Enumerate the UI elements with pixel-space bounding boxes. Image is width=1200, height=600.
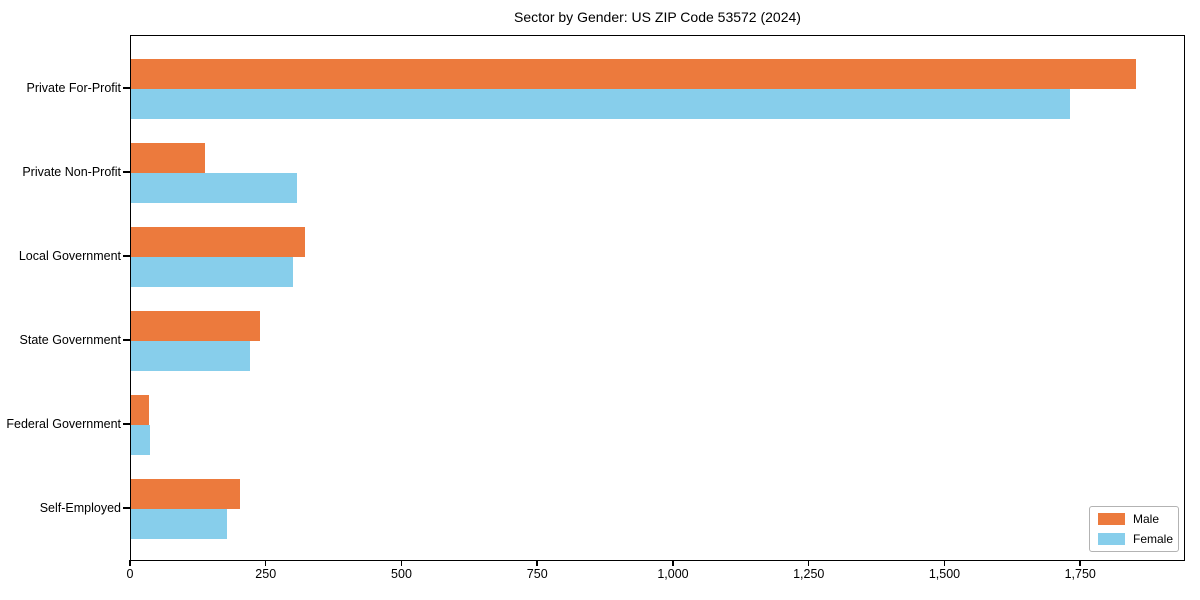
y-axis-category-label: Private Non-Profit <box>22 165 121 179</box>
x-axis-tick-label: 1,250 <box>793 567 825 581</box>
bar-female-0 <box>131 89 1070 119</box>
bar-male-0 <box>131 59 1136 89</box>
y-axis-tick-mark <box>123 255 130 257</box>
legend-row-male: Male <box>1098 513 1170 525</box>
bar-female-4 <box>131 425 150 455</box>
y-axis-category-label: Private For-Profit <box>26 81 121 95</box>
plot-area <box>130 35 1185 561</box>
y-axis-tick-mark <box>123 507 130 509</box>
x-axis-tick-label: 250 <box>255 567 277 581</box>
y-axis-tick-mark <box>123 87 130 89</box>
x-axis-tick-mark <box>129 560 131 566</box>
legend-row-female: Female <box>1098 532 1174 546</box>
bar-male-1 <box>131 143 205 173</box>
y-axis-category-label: Federal Government <box>6 417 121 431</box>
female-series-swatch <box>1098 533 1125 545</box>
x-axis-tick-mark <box>264 560 267 566</box>
x-axis-tick-label: 1,750 <box>1064 567 1096 581</box>
x-axis-tick-mark <box>536 560 538 566</box>
chart-title: Sector by Gender: US ZIP Code 53572 (202… <box>514 9 801 25</box>
legend-label-female: Female <box>1133 532 1174 546</box>
y-axis-category-label: Self-Employed <box>39 501 121 515</box>
y-axis-tick-mark <box>123 171 130 173</box>
x-axis-tick-mark <box>672 560 674 566</box>
x-axis-tick-label: 750 <box>526 567 548 581</box>
bar-male-3 <box>131 311 260 341</box>
legend-label-male: Male <box>1133 512 1160 526</box>
bar-male-5 <box>131 479 240 509</box>
bar-female-3 <box>131 341 250 371</box>
bar-female-2 <box>131 257 293 287</box>
x-axis-tick-label: 500 <box>391 567 412 581</box>
y-axis-category-label: State Government <box>19 333 121 347</box>
x-axis-tick-mark <box>400 560 403 566</box>
y-axis-category-label: Local Government <box>18 249 121 263</box>
x-axis-tick-mark <box>943 560 946 566</box>
x-axis-tick-label: 0 <box>126 567 134 581</box>
male-series-swatch <box>1098 513 1125 525</box>
x-axis-tick-mark <box>807 560 810 566</box>
y-axis-tick-mark <box>123 423 130 425</box>
x-axis-tick-label: 1,000 <box>657 567 689 581</box>
x-axis-tick-label: 1,500 <box>928 567 961 581</box>
bar-female-5 <box>131 509 227 539</box>
x-axis-tick-mark <box>1079 560 1081 566</box>
bar-male-4 <box>131 395 149 425</box>
bar-female-1 <box>131 173 297 203</box>
legend: Male Female <box>1089 506 1179 552</box>
y-axis-tick-mark <box>123 339 130 341</box>
bar-male-2 <box>131 227 305 257</box>
